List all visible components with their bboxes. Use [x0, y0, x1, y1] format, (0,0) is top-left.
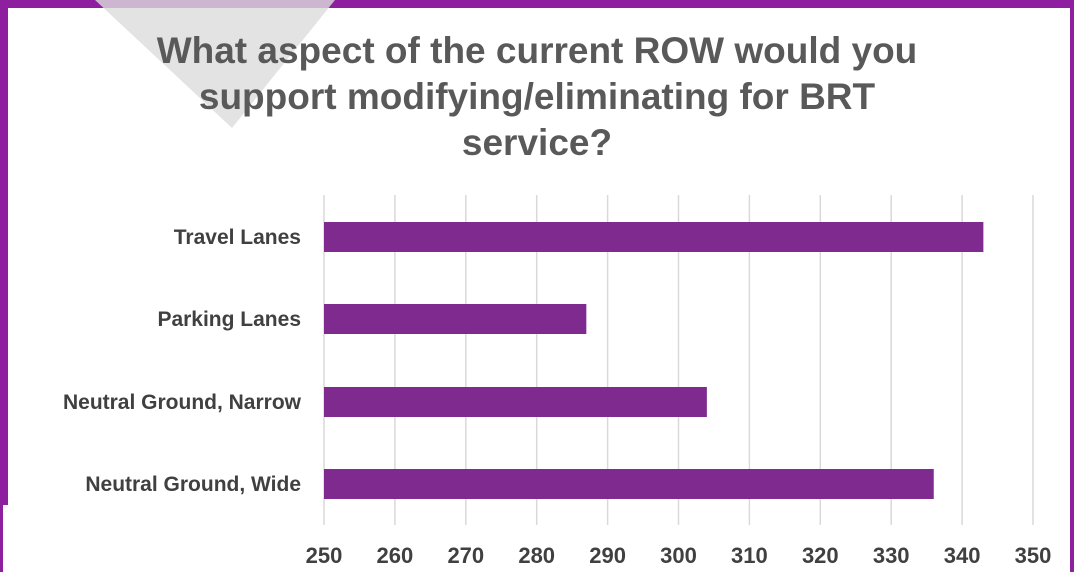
x-tick-label: 320 [802, 543, 839, 568]
x-tick-label: 250 [306, 543, 343, 568]
bars [324, 222, 984, 499]
category-labels: Travel Lanes Parking Lanes Neutral Ground,… [63, 226, 302, 496]
bar [324, 304, 587, 334]
bar [324, 387, 707, 417]
category-label: Travel Lanes [174, 226, 301, 249]
x-tick-label: 330 [873, 543, 910, 568]
category-label: Neutral Ground, Narrow [63, 391, 302, 414]
x-tick-label: 260 [377, 543, 414, 568]
frame-top-border [0, 0, 1074, 8]
decorative-chevron-shape [95, 0, 335, 128]
x-tick-label: 300 [660, 543, 697, 568]
x-tick-label: 290 [589, 543, 626, 568]
category-label: Parking Lanes [157, 308, 301, 331]
x-tick-label: 270 [447, 543, 484, 568]
frame-left-border-stub [0, 505, 3, 572]
chart-title-line: What aspect of the current ROW would you [156, 30, 918, 71]
chart-title-line: service? [461, 122, 613, 163]
x-tick-label: 280 [518, 543, 555, 568]
x-tick-label: 310 [731, 543, 768, 568]
chart-title-line: support modifying/eliminating for BRT [198, 76, 876, 117]
x-tick-label: 350 [1015, 543, 1052, 568]
chart-title: What aspect of the current ROW would you… [0, 28, 1074, 166]
frame-left-border [0, 0, 8, 505]
category-label: Neutral Ground, Wide [85, 473, 301, 496]
x-tick-label: 340 [944, 543, 981, 568]
frame-right-border [1070, 0, 1074, 572]
bar [324, 222, 984, 252]
bar [324, 469, 934, 499]
x-axis-tick-labels: 250 260 270 280 290 300 310 320 330 340 350 [306, 543, 1052, 568]
